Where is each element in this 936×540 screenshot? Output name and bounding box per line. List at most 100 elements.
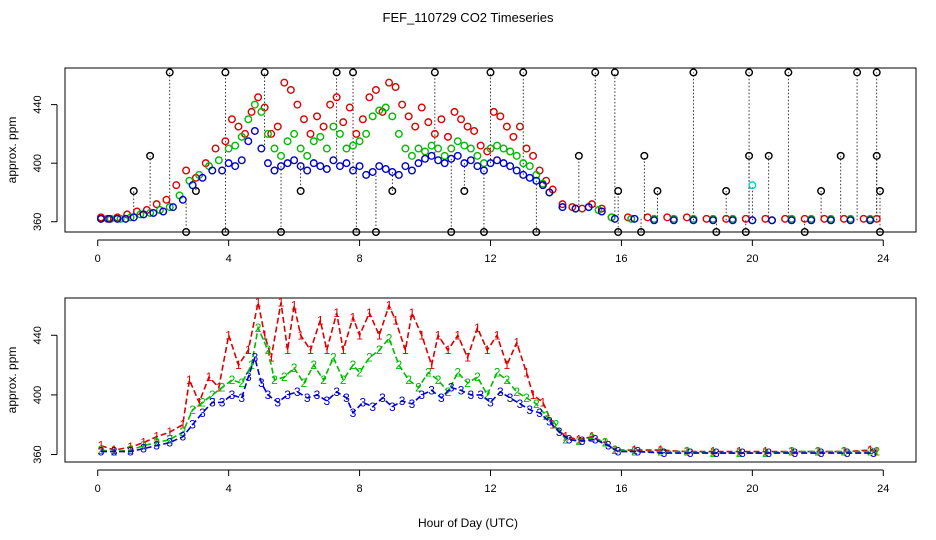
data-point-s3 bbox=[866, 216, 875, 225]
series-label-s3: 3 bbox=[592, 433, 599, 447]
data-point-s1 bbox=[306, 129, 315, 138]
series-label-s3: 3 bbox=[409, 397, 416, 411]
series-label-s3: 3 bbox=[448, 380, 455, 394]
series-label-s1: 1 bbox=[474, 321, 481, 335]
data-point-s2 bbox=[342, 144, 351, 153]
data-point-s3 bbox=[630, 214, 639, 223]
data-point-s1 bbox=[515, 122, 524, 131]
series-label-s1: 1 bbox=[356, 328, 363, 342]
series-label-s1: 1 bbox=[225, 328, 232, 342]
series-label-s2: 2 bbox=[310, 358, 317, 372]
series-label-s3: 3 bbox=[379, 391, 386, 405]
series-label-s1: 1 bbox=[484, 343, 491, 357]
series-label-s3: 3 bbox=[765, 446, 772, 460]
series-label-s3: 3 bbox=[284, 388, 291, 402]
spike-marker bbox=[574, 151, 583, 160]
data-point-s3 bbox=[525, 173, 534, 182]
series-label-s3: 3 bbox=[634, 445, 641, 459]
spike-marker bbox=[349, 68, 358, 77]
series-label-s2: 2 bbox=[366, 351, 373, 365]
data-point-s2 bbox=[627, 214, 636, 223]
spike-marker bbox=[745, 151, 754, 160]
data-point-s3 bbox=[283, 159, 292, 168]
data-point-s1 bbox=[643, 213, 652, 222]
data-point-s3 bbox=[208, 166, 217, 175]
data-point-s2 bbox=[506, 147, 515, 156]
series-label-s1: 1 bbox=[540, 395, 547, 409]
data-point-s2 bbox=[414, 144, 423, 153]
series-label-s2: 2 bbox=[153, 436, 160, 450]
series-label-s3: 3 bbox=[579, 434, 586, 448]
bottom-y-tick-label: 400 bbox=[32, 386, 44, 404]
spike-marker bbox=[591, 68, 600, 77]
series-label-s1: 1 bbox=[657, 443, 664, 457]
series-label-s2: 2 bbox=[873, 445, 880, 459]
spike-marker bbox=[447, 227, 456, 236]
spike-marker bbox=[875, 186, 884, 195]
data-point-s3 bbox=[421, 154, 430, 163]
series-label-s1: 1 bbox=[261, 328, 268, 342]
series-label-s2: 2 bbox=[199, 395, 206, 409]
series-label-s3: 3 bbox=[350, 406, 357, 420]
data-point-s1 bbox=[417, 103, 426, 112]
data-point-s2 bbox=[116, 214, 125, 223]
series-label-s3: 3 bbox=[792, 446, 799, 460]
spike-marker bbox=[277, 227, 286, 236]
spike-marker bbox=[221, 68, 230, 77]
series-label-s1: 1 bbox=[98, 439, 105, 453]
series-label-s1: 1 bbox=[873, 445, 880, 459]
data-point-s1 bbox=[326, 100, 335, 109]
data-point-s1 bbox=[761, 214, 770, 223]
data-point-s1 bbox=[234, 122, 243, 131]
data-point-s2 bbox=[499, 144, 508, 153]
data-point-s1 bbox=[859, 214, 868, 223]
data-point-s2 bbox=[349, 141, 358, 150]
series-label-s2: 2 bbox=[425, 366, 432, 380]
data-point-s3 bbox=[342, 159, 351, 168]
data-point-s1 bbox=[299, 115, 308, 124]
series-label-s3: 3 bbox=[219, 395, 226, 409]
data-point-s1 bbox=[162, 195, 171, 204]
series-label-s2: 2 bbox=[523, 391, 530, 405]
series-label-s1: 1 bbox=[867, 443, 874, 457]
top-y-tick-label: 400 bbox=[32, 154, 44, 172]
data-point-s2 bbox=[290, 129, 299, 138]
data-point-s1 bbox=[702, 214, 711, 223]
series-label-s3: 3 bbox=[360, 395, 367, 409]
data-point-s1 bbox=[221, 137, 230, 146]
data-point-s3 bbox=[709, 216, 718, 225]
data-point-s3 bbox=[407, 166, 416, 175]
spike-marker bbox=[165, 68, 174, 77]
top-x-tick-label: 24 bbox=[877, 253, 889, 265]
data-point-s3 bbox=[105, 214, 114, 223]
bottom-x-tick-label: 4 bbox=[226, 483, 232, 495]
series-label-s2: 2 bbox=[229, 373, 236, 387]
bottom-y-axis-label: approx. ppm bbox=[5, 347, 19, 414]
series-label-s1: 1 bbox=[736, 445, 743, 459]
data-point-s3 bbox=[263, 159, 272, 168]
data-point-s3 bbox=[545, 188, 554, 197]
series-label-s3: 3 bbox=[369, 400, 376, 414]
data-point-s1 bbox=[280, 78, 289, 87]
series-label-s3: 3 bbox=[487, 395, 494, 409]
data-point-s1 bbox=[411, 122, 420, 131]
data-point-s3 bbox=[414, 159, 423, 168]
spike-marker bbox=[722, 186, 731, 195]
series-label-s3: 3 bbox=[526, 403, 533, 417]
spike-marker bbox=[741, 227, 750, 236]
series-label-s1: 1 bbox=[179, 418, 186, 432]
data-point-s3 bbox=[388, 167, 397, 176]
series-label-s3: 3 bbox=[713, 446, 720, 460]
spike-marker bbox=[332, 68, 341, 77]
series-label-s2: 2 bbox=[356, 366, 363, 380]
data-point-s1 bbox=[437, 115, 446, 124]
data-point-s3 bbox=[316, 162, 325, 171]
data-point-s1 bbox=[529, 151, 538, 160]
series-label-s3: 3 bbox=[844, 446, 851, 460]
series-label-s3: 3 bbox=[818, 446, 825, 460]
spike-marker bbox=[519, 68, 528, 77]
series-label-s2: 2 bbox=[255, 321, 262, 335]
series-label-s2: 2 bbox=[291, 361, 298, 375]
spike-marker bbox=[610, 68, 619, 77]
top-x-tick-label: 8 bbox=[357, 253, 363, 265]
